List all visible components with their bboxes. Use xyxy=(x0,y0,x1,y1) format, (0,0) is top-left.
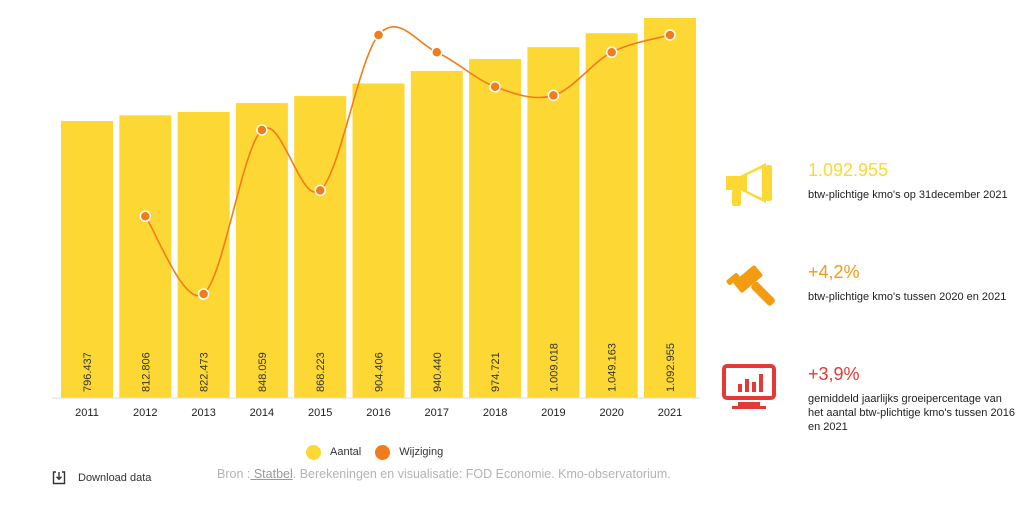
x-tick-2021: 2021 xyxy=(658,407,682,419)
gavel-icon xyxy=(726,265,775,306)
source-note: Bron : Statbel. Berekeningen en visualis… xyxy=(217,467,671,481)
bar-value-label-2013: 822.473 xyxy=(199,352,211,392)
stat-change-value: +4,2% xyxy=(808,262,860,282)
legend-item-wijziging[interactable]: Wijziging xyxy=(375,444,444,460)
bar-value-label-2012: 812.806 xyxy=(140,352,152,392)
x-tick-2017: 2017 xyxy=(425,407,449,419)
stat-growth-desc: gemiddeld jaarlijks groeipercentage van … xyxy=(808,393,1015,433)
wijziging-point-2015[interactable] xyxy=(314,184,326,197)
bar-value-label-2014: 848.059 xyxy=(257,352,269,392)
bar-2016[interactable] xyxy=(352,83,405,399)
x-tick-2011: 2011 xyxy=(75,407,99,419)
combo-chart: 796.437 812.806 822.473 848.059 868.223 904.4… xyxy=(52,18,700,419)
x-tick-2012: 2012 xyxy=(133,407,157,419)
x-tick-2013: 2013 xyxy=(191,407,215,419)
download-icon xyxy=(52,471,66,485)
source-suffix: . Berekeningen en visualisatie: FOD Econ… xyxy=(292,467,671,481)
bar-2017[interactable] xyxy=(410,70,463,398)
legend-label-wijziging: Wijziging xyxy=(399,446,444,458)
x-tick-2014: 2014 xyxy=(250,407,274,419)
wijziging-point-2013[interactable] xyxy=(197,288,210,300)
legend-item-aantal[interactable]: Aantal xyxy=(306,444,362,460)
wijziging-point-2017[interactable] xyxy=(431,46,443,59)
bar-2019[interactable] xyxy=(527,47,580,398)
wijziging-point-2020[interactable] xyxy=(605,46,618,59)
wijziging-point-2018[interactable] xyxy=(489,81,501,93)
bar-value-label-2019: 1.009.018 xyxy=(548,343,560,392)
wijziging-point-2012[interactable] xyxy=(139,210,152,223)
bar-value-label-2011: 796.437 xyxy=(82,352,94,392)
source-link-statbel[interactable]: Statbel xyxy=(250,467,293,481)
legend-swatch-aantal xyxy=(306,444,321,460)
bar-value-label-2018: 974.721 xyxy=(490,352,502,392)
source-prefix: Bron : xyxy=(217,467,251,481)
bar-2021[interactable] xyxy=(644,18,696,398)
wijziging-line xyxy=(144,26,671,297)
stat-total-desc: btw-plichtige kmo's op 31december 2021 xyxy=(808,189,1008,201)
bar-2018[interactable] xyxy=(469,59,522,398)
stat-change-desc: btw-plichtige kmo's tussen 2020 en 2021 xyxy=(808,291,1007,303)
bar-value-label-2016: 904.406 xyxy=(374,352,386,392)
bar-2011[interactable] xyxy=(61,121,113,398)
legend-label-aantal: Aantal xyxy=(330,446,362,458)
legend: Aantal Wijziging xyxy=(306,443,457,461)
bar-2015[interactable] xyxy=(294,96,347,398)
wijziging-point-2021[interactable] xyxy=(664,29,676,41)
stat-growth-value: +3,9% xyxy=(808,364,860,384)
bar-2012[interactable] xyxy=(119,115,172,399)
x-tick-2016: 2016 xyxy=(366,407,390,419)
download-label: Download data xyxy=(78,472,152,484)
bar-2020[interactable] xyxy=(585,33,638,398)
bar-value-label-2020: 1.049.163 xyxy=(607,343,619,392)
legend-swatch-wijziging xyxy=(375,444,391,460)
bar-value-label-2021: 1.092.955 xyxy=(665,343,677,392)
stat-total-value: 1.092.955 xyxy=(808,160,889,180)
x-tick-2015: 2015 xyxy=(308,407,332,419)
wijziging-point-2019[interactable] xyxy=(547,89,560,102)
x-tick-2018: 2018 xyxy=(483,407,507,419)
x-tick-2020: 2020 xyxy=(599,407,623,419)
x-tick-2019: 2019 xyxy=(541,407,565,419)
wijziging-point-2016[interactable] xyxy=(372,29,385,41)
megaphone-icon xyxy=(726,163,772,206)
bar-value-label-2015: 868.223 xyxy=(315,352,327,392)
wijziging-point-2014[interactable] xyxy=(256,124,268,136)
download-data-button[interactable]: Download data xyxy=(52,471,151,485)
bar-2014[interactable] xyxy=(235,103,288,398)
bar-value-label-2017: 940.440 xyxy=(432,352,444,392)
monitor-chart-icon xyxy=(722,364,776,409)
